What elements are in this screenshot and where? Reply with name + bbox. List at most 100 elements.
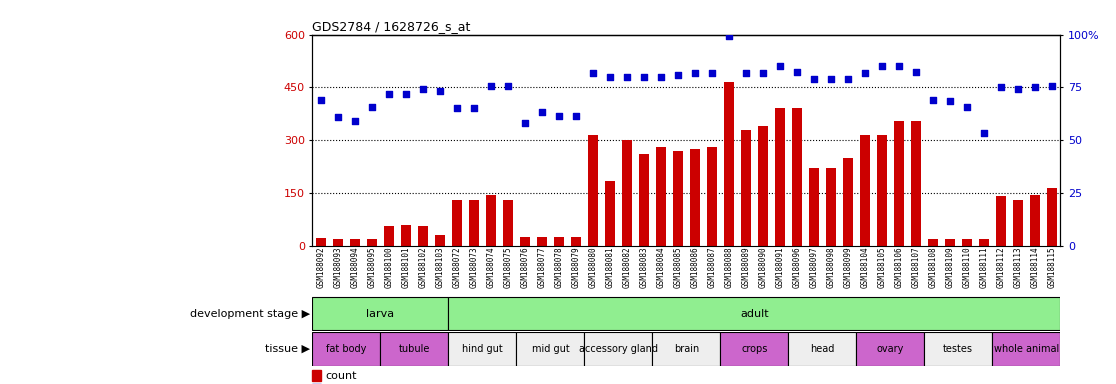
Bar bbox=[588, 135, 598, 246]
Bar bbox=[656, 147, 666, 246]
Point bbox=[465, 106, 483, 112]
Point bbox=[584, 70, 602, 76]
Point bbox=[788, 68, 806, 74]
Bar bbox=[554, 237, 564, 246]
Text: GSM188099: GSM188099 bbox=[844, 247, 853, 288]
Bar bbox=[877, 135, 887, 246]
Point bbox=[856, 70, 874, 76]
Text: GSM188113: GSM188113 bbox=[1013, 247, 1022, 288]
Point bbox=[992, 84, 1010, 91]
Text: GSM188095: GSM188095 bbox=[367, 247, 376, 288]
Text: GSM188102: GSM188102 bbox=[418, 247, 427, 288]
Text: GSM188111: GSM188111 bbox=[979, 247, 989, 288]
Text: GDS2784 / 1628726_s_at: GDS2784 / 1628726_s_at bbox=[312, 20, 471, 33]
Text: GSM188091: GSM188091 bbox=[776, 247, 785, 288]
Text: GSM188083: GSM188083 bbox=[639, 247, 648, 288]
Text: GSM188103: GSM188103 bbox=[435, 247, 444, 288]
Bar bbox=[927, 240, 937, 246]
Point bbox=[550, 113, 568, 119]
Bar bbox=[962, 240, 972, 246]
Bar bbox=[911, 121, 921, 246]
Point bbox=[1042, 83, 1060, 89]
Point bbox=[873, 63, 891, 70]
Text: crops: crops bbox=[741, 344, 768, 354]
Text: GSM188092: GSM188092 bbox=[317, 247, 326, 288]
Text: head: head bbox=[810, 344, 835, 354]
Bar bbox=[653, 333, 720, 366]
Text: GSM188105: GSM188105 bbox=[877, 247, 886, 288]
Bar bbox=[585, 333, 653, 366]
Text: count: count bbox=[325, 371, 357, 381]
Bar bbox=[622, 140, 632, 246]
Point bbox=[600, 74, 618, 80]
Text: GSM188101: GSM188101 bbox=[402, 247, 411, 288]
Bar bbox=[316, 238, 326, 246]
Text: GSM188084: GSM188084 bbox=[656, 247, 665, 288]
Bar bbox=[350, 239, 360, 246]
Point bbox=[652, 74, 670, 80]
Bar bbox=[520, 237, 530, 246]
Bar bbox=[517, 333, 585, 366]
Text: GSM188112: GSM188112 bbox=[997, 247, 1006, 288]
Bar bbox=[992, 333, 1060, 366]
Text: GSM188089: GSM188089 bbox=[741, 247, 750, 288]
Bar bbox=[706, 147, 716, 246]
Text: GSM188106: GSM188106 bbox=[894, 247, 903, 288]
Bar bbox=[1012, 200, 1023, 246]
Text: development stage ▶: development stage ▶ bbox=[190, 309, 310, 319]
Text: GSM188082: GSM188082 bbox=[623, 247, 632, 288]
Point bbox=[1026, 84, 1043, 91]
Bar bbox=[605, 180, 615, 246]
Point bbox=[363, 104, 381, 110]
Bar bbox=[469, 200, 479, 246]
Bar bbox=[809, 168, 819, 246]
Point bbox=[381, 91, 398, 98]
Text: GSM188081: GSM188081 bbox=[605, 247, 615, 288]
Bar bbox=[312, 370, 321, 381]
Text: GSM188093: GSM188093 bbox=[334, 247, 343, 288]
Bar bbox=[485, 195, 496, 246]
Bar bbox=[401, 225, 411, 246]
Bar bbox=[724, 82, 734, 246]
Point bbox=[720, 33, 738, 40]
Bar bbox=[449, 333, 517, 366]
Bar bbox=[856, 333, 924, 366]
Bar bbox=[690, 149, 700, 246]
Bar bbox=[924, 333, 992, 366]
Bar bbox=[312, 333, 381, 366]
Point bbox=[1009, 86, 1027, 92]
Text: GSM188075: GSM188075 bbox=[503, 247, 512, 288]
Bar bbox=[452, 200, 462, 246]
Text: GSM188077: GSM188077 bbox=[538, 247, 547, 288]
Text: adult: adult bbox=[740, 309, 769, 319]
Text: GSM188088: GSM188088 bbox=[724, 247, 733, 288]
Point bbox=[974, 130, 992, 136]
Text: GSM188079: GSM188079 bbox=[571, 247, 580, 288]
Bar bbox=[537, 237, 547, 246]
Text: GSM188094: GSM188094 bbox=[350, 247, 359, 288]
Point bbox=[907, 68, 925, 74]
Bar bbox=[570, 237, 581, 246]
Text: GSM188114: GSM188114 bbox=[1030, 247, 1039, 288]
Bar bbox=[995, 197, 1006, 246]
Point bbox=[533, 109, 551, 115]
Point bbox=[414, 86, 432, 92]
Bar bbox=[449, 297, 1060, 330]
Text: whole animal: whole animal bbox=[993, 344, 1059, 354]
Text: accessory gland: accessory gland bbox=[579, 344, 657, 354]
Bar bbox=[1047, 188, 1057, 246]
Point bbox=[567, 113, 585, 119]
Point bbox=[329, 114, 347, 120]
Point bbox=[499, 83, 517, 89]
Bar bbox=[894, 121, 904, 246]
Text: GSM188097: GSM188097 bbox=[809, 247, 818, 288]
Text: mid gut: mid gut bbox=[531, 344, 569, 354]
Bar bbox=[758, 126, 768, 246]
Bar bbox=[367, 239, 377, 246]
Bar bbox=[312, 297, 449, 330]
Text: GSM188080: GSM188080 bbox=[588, 247, 597, 288]
Bar bbox=[826, 168, 836, 246]
Point bbox=[482, 83, 500, 89]
Point bbox=[635, 74, 653, 80]
Text: GSM188074: GSM188074 bbox=[487, 247, 496, 288]
